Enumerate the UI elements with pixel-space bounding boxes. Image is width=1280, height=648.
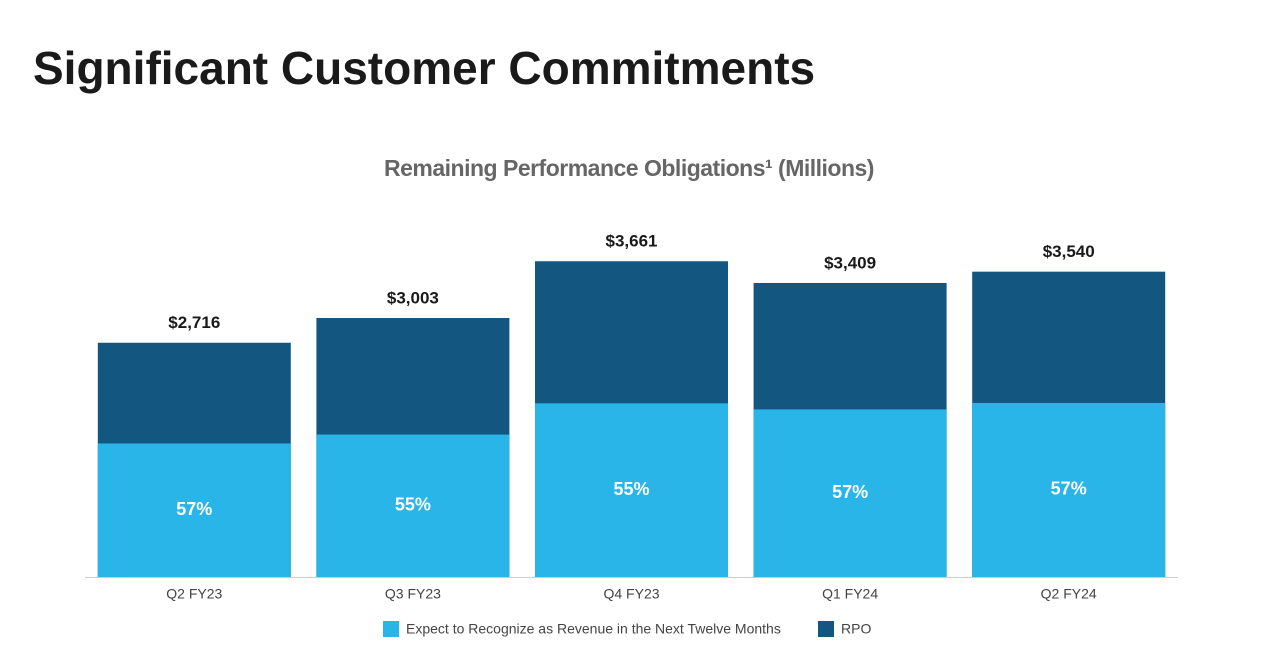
total-label: $3,409 (824, 253, 876, 272)
chart-title: Significant Customer Commitments (33, 42, 815, 94)
bar-share (972, 402, 1166, 577)
total-label: $3,003 (387, 288, 439, 307)
x-tick-label: Q1 FY24 (822, 586, 878, 602)
legend-swatch (818, 621, 834, 637)
chart-subtitle: Remaining Performance Obligations¹ (Mill… (384, 155, 874, 181)
x-tick-label: Q4 FY23 (603, 586, 659, 602)
share-label: 55% (613, 479, 649, 499)
share-label: 57% (176, 499, 212, 519)
bar-share (535, 403, 728, 577)
x-tick-label: Q2 FY24 (1041, 586, 1097, 602)
share-label: 57% (832, 482, 868, 502)
legend-label: RPO (841, 621, 871, 637)
total-label: $2,716 (168, 313, 220, 332)
x-tick-label: Q3 FY23 (385, 586, 441, 602)
bar-share (97, 443, 291, 577)
share-label: 57% (1051, 479, 1087, 499)
x-tick-label: Q2 FY23 (166, 586, 222, 602)
bar-share (753, 409, 947, 577)
total-label: $3,661 (606, 232, 658, 251)
total-label: $3,540 (1043, 242, 1095, 261)
legend-swatch (383, 621, 399, 637)
legend-label: Expect to Recognize as Revenue in the Ne… (406, 621, 781, 637)
bar-share (316, 434, 510, 577)
share-label: 55% (395, 495, 431, 515)
